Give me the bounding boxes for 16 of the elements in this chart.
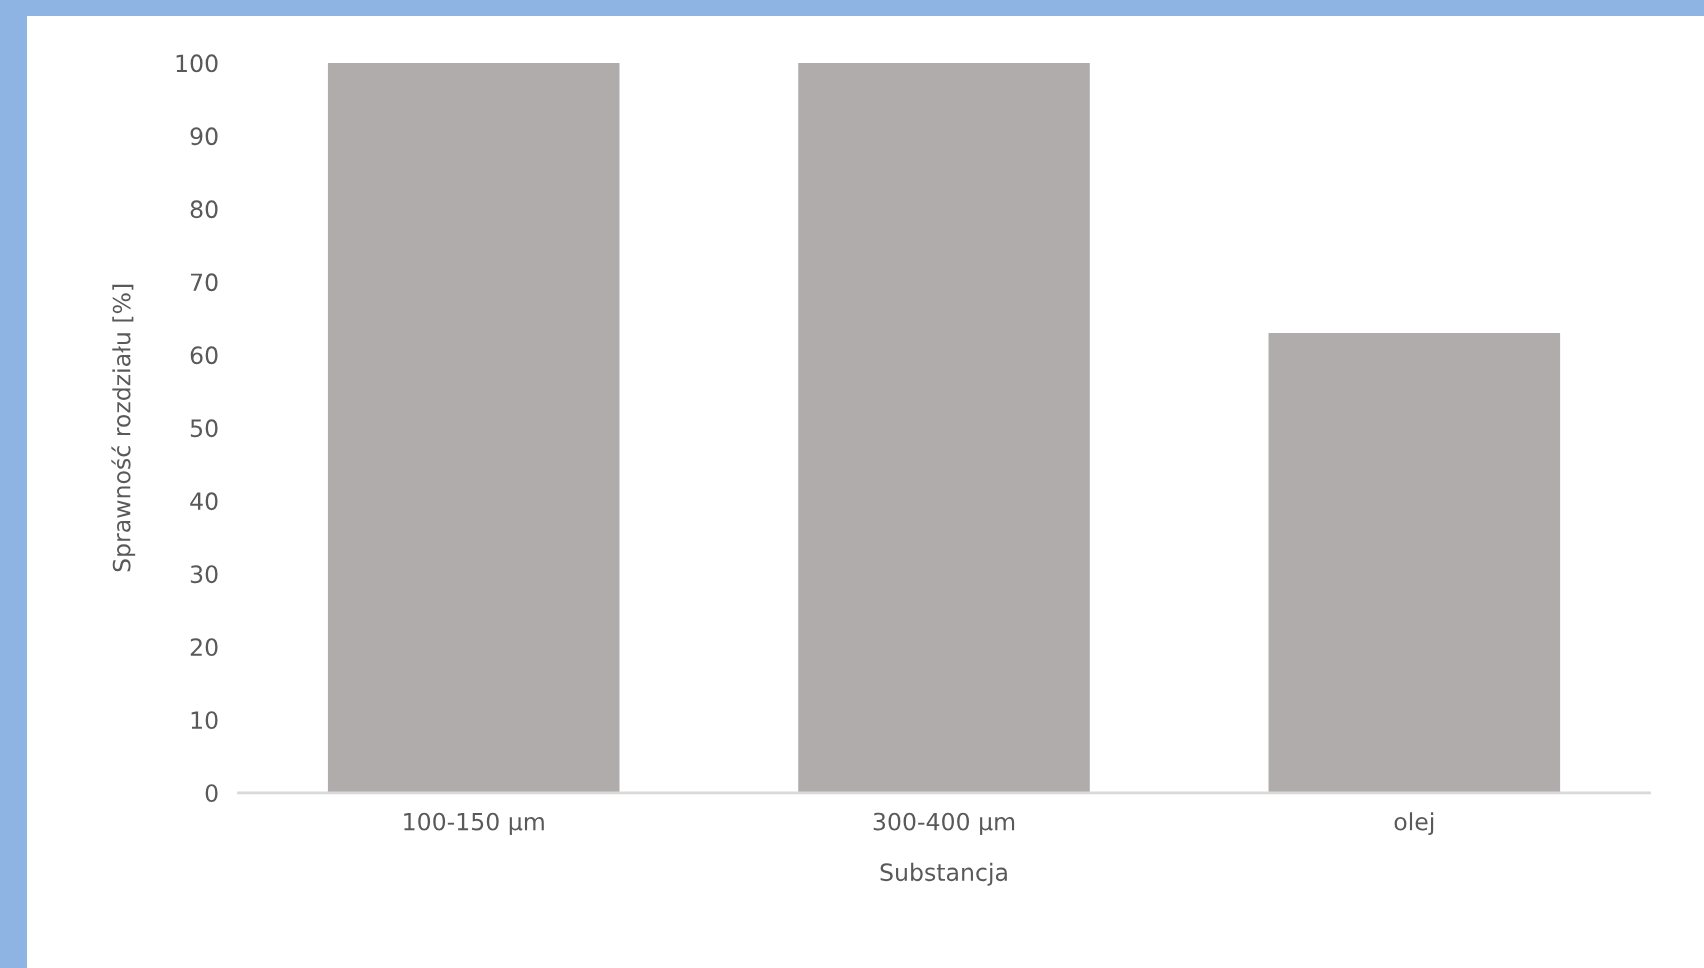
y-axis-title: Sprawność rozdziału [%] — [111, 284, 136, 572]
x-tick-label: 300-400 µm — [873, 812, 1015, 836]
y-tick-label: 30 — [190, 565, 218, 584]
x-tick-label: 100-150 µm — [404, 812, 544, 836]
y-tick-label: 80 — [190, 200, 218, 219]
x-axis-title: Substancja — [880, 862, 1007, 886]
y-tick-label: 60 — [190, 346, 218, 365]
y-tick-label: 0 — [205, 784, 218, 803]
y-tick-label: 10 — [191, 711, 218, 730]
y-tick-label: 70 — [191, 273, 218, 292]
x-tick-label: olej — [1394, 812, 1434, 836]
y-tick-label: 20 — [190, 638, 218, 657]
y-tick-label: 90 — [190, 127, 218, 146]
y-tick-label: 40 — [190, 492, 218, 511]
y-tick-label: 50 — [190, 419, 218, 438]
y-tick-label: 100 — [176, 54, 218, 73]
